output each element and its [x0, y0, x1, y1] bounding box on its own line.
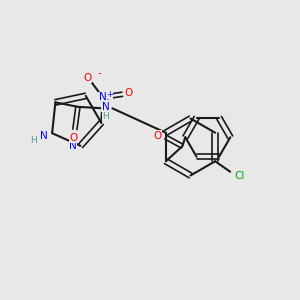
Text: -: - — [97, 68, 100, 78]
Text: N: N — [40, 131, 48, 141]
Text: O: O — [154, 131, 162, 141]
Text: O: O — [84, 73, 92, 83]
Text: N: N — [102, 102, 110, 112]
Text: H: H — [102, 112, 109, 121]
Text: Cl: Cl — [234, 171, 244, 181]
Text: N: N — [69, 141, 77, 151]
Text: O: O — [70, 133, 78, 143]
Text: O: O — [125, 88, 133, 98]
Text: N: N — [99, 92, 106, 102]
Text: H: H — [30, 136, 37, 145]
Text: +: + — [106, 90, 113, 99]
